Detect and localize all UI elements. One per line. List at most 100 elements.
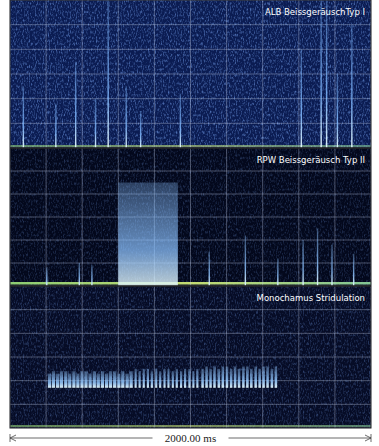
sound-event [121, 371, 124, 388]
grid-line [10, 333, 371, 334]
events [23, 0, 353, 148]
sound-event [245, 235, 246, 286]
grid-line [10, 194, 371, 195]
sound-event [23, 86, 24, 148]
panel: Monochamus Stridulation [10, 286, 371, 428]
grid-line [10, 286, 371, 287]
grid-line [10, 49, 371, 50]
noise [10, 148, 371, 286]
sound-event [140, 111, 141, 148]
sound-event [201, 369, 204, 388]
sound-event [188, 369, 190, 388]
sound-event [337, 74, 338, 148]
grid-line [10, 24, 371, 25]
sound-event [271, 369, 274, 388]
grid-line [10, 171, 371, 172]
sound-event [91, 265, 92, 286]
sound-event [72, 371, 75, 388]
sound-event [155, 369, 157, 388]
sound-event [176, 369, 178, 388]
sound-event [230, 369, 233, 388]
grid-line [10, 404, 371, 405]
sound-event [139, 371, 141, 388]
sound-event [105, 374, 108, 388]
separator [10, 285, 371, 287]
sound-event [277, 258, 278, 286]
sound-event [147, 369, 149, 388]
sound-event [351, 25, 352, 148]
sound-event [129, 371, 132, 388]
sound-event [275, 366, 278, 387]
panel-background [10, 286, 371, 428]
sound-event [56, 374, 59, 388]
sound-event [180, 94, 181, 148]
sound-event [213, 366, 216, 387]
sound-event [143, 369, 145, 388]
sound-event [209, 369, 212, 388]
sound-event [226, 366, 229, 387]
panel-background [10, 148, 371, 286]
sound-event [64, 371, 67, 388]
sound-event [95, 99, 96, 148]
sound-event [242, 366, 245, 387]
sound-event [246, 366, 249, 387]
sound-event [196, 369, 198, 388]
sound-event [326, 0, 327, 148]
grid-line [10, 74, 371, 75]
events [46, 183, 354, 287]
panel-title: Monochamus Stridulation [257, 293, 365, 303]
sound-event [60, 371, 63, 388]
panel: RPW Beissgeräusch Typ II [10, 148, 371, 286]
sound-event [258, 369, 261, 388]
sound-event [184, 369, 186, 388]
sound-event [109, 371, 112, 388]
sound-event [84, 371, 87, 388]
sound-event [97, 374, 100, 388]
panel-title: RPW Beissgeräusch Typ II [257, 155, 365, 165]
sound-event [317, 229, 318, 287]
grid-line [10, 123, 371, 124]
sound-event [167, 369, 169, 388]
sound-event [250, 369, 253, 388]
figure: ALB BeissgeräuschTyp I RPW Beissgeräusch … [0, 0, 379, 446]
panel-title: ALB BeissgeräuschTyp I [265, 7, 365, 17]
sound-event [222, 366, 225, 387]
sound-event [113, 371, 116, 388]
sound-event [205, 366, 208, 387]
sound-event [320, 0, 321, 148]
grid-line [10, 148, 371, 149]
span-label: 2000.00 ms [165, 432, 216, 444]
sound-event [107, 0, 108, 148]
sound-event [159, 371, 161, 388]
sound-event [46, 268, 47, 286]
sound-event [302, 240, 303, 286]
sound-event [135, 369, 137, 388]
span-arrow [10, 434, 371, 442]
sound-event [266, 366, 269, 387]
sound-event [48, 374, 51, 388]
sound-event [68, 374, 71, 388]
sound-event [172, 371, 174, 388]
sound-event [151, 371, 153, 388]
sound-event [126, 374, 129, 388]
grid-line [10, 309, 371, 310]
grid-line [10, 286, 371, 287]
sound-event [89, 374, 92, 388]
sound-event [180, 371, 182, 388]
sound-event [55, 104, 56, 148]
sound-event [118, 183, 178, 287]
sound-event [93, 371, 96, 388]
panel-background [10, 0, 371, 148]
grid-line [10, 217, 371, 218]
sound-event [262, 366, 265, 387]
sound-event [238, 369, 241, 388]
sound-event [52, 371, 55, 388]
frame [10, 0, 371, 428]
grid-line [10, 98, 371, 99]
sound-event [79, 263, 80, 286]
grid-line [10, 148, 371, 149]
sound-event [209, 252, 210, 287]
sound-event [117, 374, 120, 388]
events [48, 366, 277, 387]
sound-event [254, 366, 257, 387]
